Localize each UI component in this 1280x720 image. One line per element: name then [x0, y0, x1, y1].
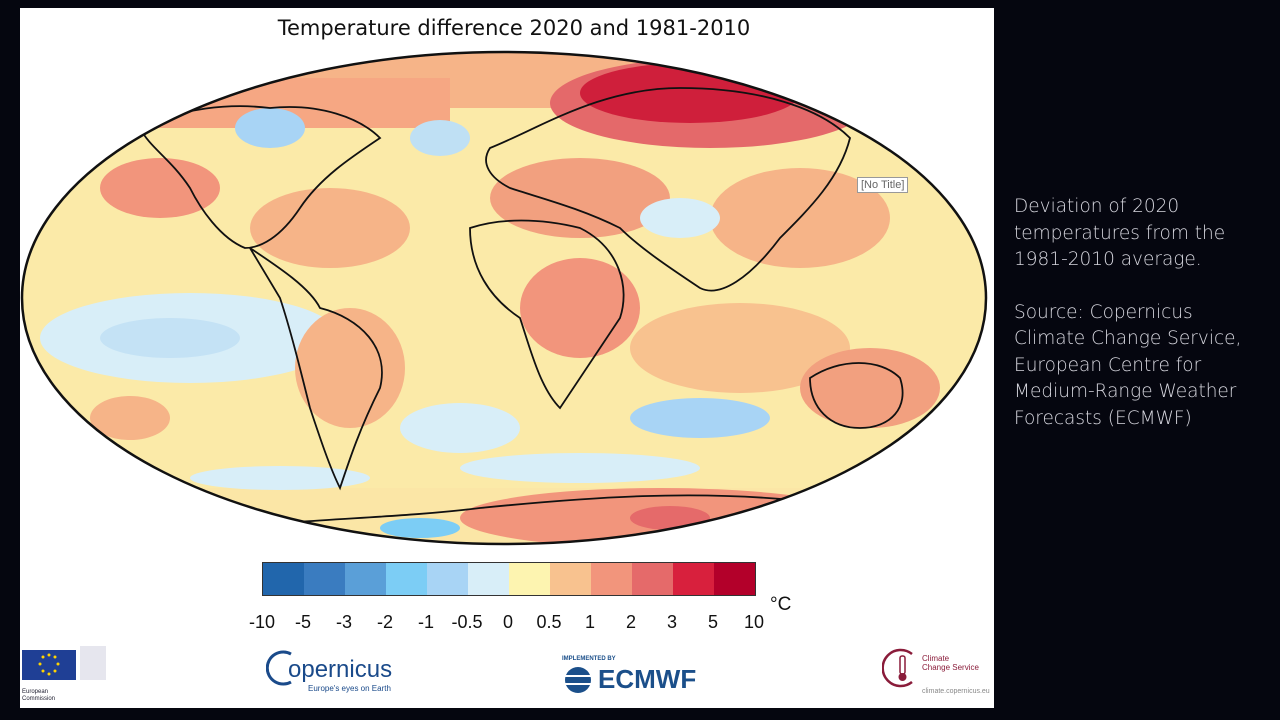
copernicus-c-icon [266, 650, 292, 686]
c3s-label-2: Change Service [922, 663, 979, 672]
c3s-logo: Climate Change Service climate.copernicu… [882, 648, 992, 698]
copernicus-logo: opernicus Europe's eyes on Earth [266, 648, 396, 698]
colorbar-tick-label: -1 [417, 612, 435, 632]
colorbar-segment [304, 563, 345, 595]
ecmwf-logo: IMPLEMENTED BY ECMWF [560, 656, 720, 696]
logo-strip: European Commission opernicus Europe's e… [20, 640, 994, 708]
ecmwf-implemented: IMPLEMENTED BY [562, 656, 616, 662]
ec-label-2: Commission [22, 696, 56, 702]
c3s-label-1: Climate [922, 654, 950, 663]
globe-outline [20, 50, 988, 546]
map-title: Temperature difference 2020 and 1981-201… [277, 16, 751, 40]
c3s-url: climate.copernicus.eu [922, 688, 990, 695]
colorbar-tick-label: 10 [743, 612, 765, 632]
colorbar-tick-label: 3 [666, 612, 678, 632]
colorbar-tick-label: 5 [707, 612, 719, 632]
temperature-anomaly-map [20, 50, 988, 546]
colorbar-segment [509, 563, 550, 595]
colorbar-segment [550, 563, 591, 595]
map-panel: Temperature difference 2020 and 1981-201… [20, 8, 994, 708]
c3s-thermometer-icon [882, 648, 913, 688]
colorbar-segment [263, 563, 304, 595]
colorbar-segment [386, 563, 427, 595]
colorbar-tick-label: -0.5 [451, 612, 483, 632]
colorbar-segment [427, 563, 468, 595]
copernicus-wordmark: opernicus [288, 656, 393, 683]
colorbar-tick-label: -5 [294, 612, 312, 632]
colorbar-tick-label: 0.5 [536, 612, 562, 632]
colorbar-tick-label: 1 [584, 612, 596, 632]
colorbar-segment [345, 563, 386, 595]
ecmwf-wordmark: ECMWF [598, 664, 697, 694]
colorbar-tick-label: -3 [335, 612, 353, 632]
caption-panel: Deviation of 2020 temperatures from the … [1014, 194, 1264, 458]
colorbar-tick-label: -10 [248, 612, 276, 632]
colorbar-unit: °C [770, 594, 792, 615]
colorbar-tick-label: 0 [502, 612, 514, 632]
ec-label-1: European [22, 689, 49, 695]
colorbar-tick-label: 2 [625, 612, 637, 632]
colorbar-ticks: -10 -5 -3 -2 -1 -0.5 0 0.5 1 2 3 5 10 [242, 612, 782, 636]
caption-source: Source: Copernicus Climate Change Servic… [1014, 301, 1242, 429]
colorbar-tick-label: -2 [376, 612, 394, 632]
colorbar-segment [468, 563, 509, 595]
colorbar-segment [673, 563, 714, 595]
ecmwf-globe-icon [565, 667, 591, 693]
european-commission-logo: European Commission [22, 644, 112, 704]
colorbar-segment [591, 563, 632, 595]
copernicus-tagline: Europe's eyes on Earth [308, 684, 391, 693]
tooltip: [No Title] [857, 177, 909, 193]
colorbar-segment [632, 563, 673, 595]
caption-description: Deviation of 2020 temperatures from the … [1014, 196, 1226, 270]
eu-flag-icon [22, 646, 106, 680]
colorbar-segment [714, 563, 755, 595]
colorbar [262, 562, 756, 596]
